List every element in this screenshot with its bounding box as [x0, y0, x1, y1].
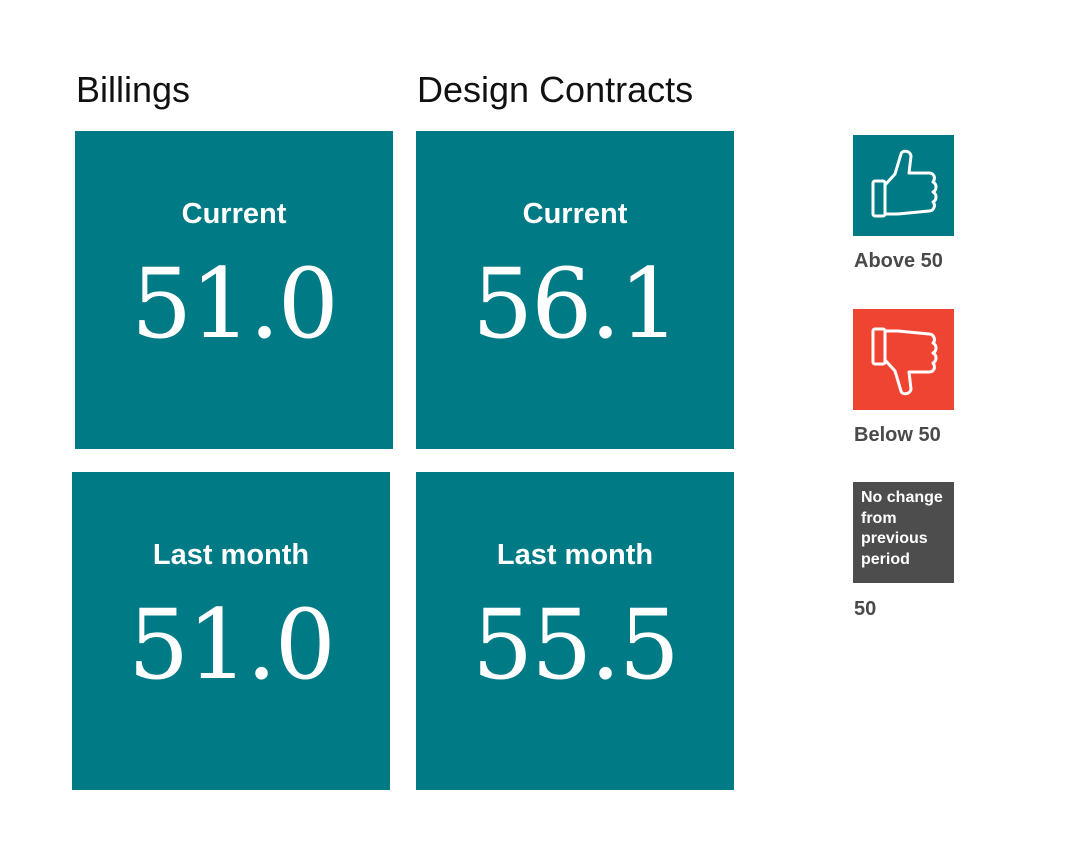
design-contracts-current-tile: Current 56.1	[416, 131, 734, 449]
design-contracts-title: Design Contracts	[417, 69, 694, 110]
design-contracts-current-label: Current	[522, 198, 628, 230]
below-legend-swatch	[853, 309, 954, 410]
billings-last-month-value: 51.0	[128, 589, 336, 701]
billings-last-month-label: Last month	[152, 539, 310, 571]
thumbs-down-icon	[871, 327, 938, 396]
above-legend-swatch	[853, 135, 954, 236]
no-change-legend-swatch: No change from previous period	[853, 482, 954, 583]
no-change-legend-caption: 50	[854, 598, 877, 620]
no-change-text: No change from previous period	[861, 489, 943, 568]
billings-title: Billings	[76, 69, 191, 110]
below-legend-caption: Below 50	[854, 424, 941, 446]
design-contracts-current-value: 56.1	[472, 248, 680, 360]
design-contracts-last-month-value: 55.5	[472, 589, 680, 701]
billings-current-tile: Current 51.0	[75, 131, 393, 449]
billings-current-value: 51.0	[131, 248, 339, 360]
thumbs-up-icon	[871, 149, 938, 218]
design-contracts-last-month-label: Last month	[496, 539, 654, 571]
design-contracts-last-month-tile: Last month 55.5	[416, 472, 734, 790]
billings-last-month-tile: Last month 51.0	[72, 472, 390, 790]
above-legend-caption: Above 50	[854, 250, 943, 272]
billings-current-label: Current	[181, 198, 287, 230]
